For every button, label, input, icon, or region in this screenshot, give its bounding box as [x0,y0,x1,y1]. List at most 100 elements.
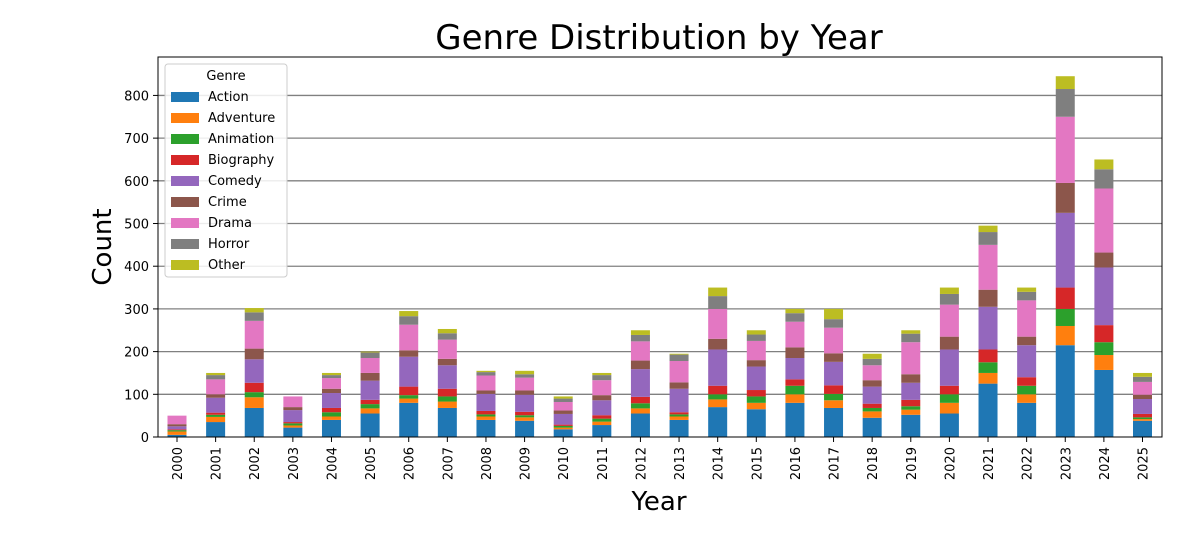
legend-label-adventure: Adventure [208,111,275,126]
bar-segment-animation-2007 [437,396,457,402]
bar-segment-horror-2002 [244,312,264,321]
bar-segment-comedy-2005 [360,380,380,400]
bar-segment-biography-2025 [1133,413,1152,418]
y-tick-label: 800 [124,89,149,104]
bar-segment-comedy-2020 [939,349,959,386]
x-axis-label: Year [630,487,686,517]
bar-segment-other-2015 [746,330,766,335]
bar-segment-action-2023 [1055,345,1075,437]
bar-segment-other-2004 [321,372,341,376]
legend-swatch-other [171,260,199,270]
bar-segment-adventure-2024 [1094,355,1114,370]
bar-segment-biography-2017 [824,385,844,394]
bar-segment-adventure-2016 [785,394,805,403]
bar-segment-animation-2024 [1094,342,1114,356]
bar-segment-biography-2008 [476,410,496,415]
bar-segment-comedy-2004 [321,393,341,408]
x-tick-label: 2011 [596,447,611,480]
x-tick-label: 2003 [287,447,302,480]
bar-segment-other-2012 [630,330,650,335]
bar-segment-drama-2025 [1133,381,1152,395]
x-tick-label: 2001 [210,447,225,480]
bar-segment-animation-2011 [592,418,612,422]
bar-segment-horror-2018 [862,358,882,366]
bar-segment-adventure-2014 [708,399,728,408]
bar-segment-adventure-2006 [399,398,419,403]
x-tick-label: 2002 [248,447,263,480]
legend-label-other: Other [208,258,246,273]
bar-segment-biography-2016 [785,379,805,386]
bar-segment-adventure-2015 [746,402,766,410]
x-tick-label: 2014 [712,447,727,480]
bar-segment-comedy-2000 [167,426,187,430]
bar-segment-action-2024 [1094,369,1114,437]
bar-segment-animation-2014 [708,394,728,400]
x-tick-label: 2007 [441,447,456,480]
y-tick-label: 600 [124,175,149,190]
bar-segment-other-2005 [360,351,380,353]
bar-segment-other-2025 [1133,372,1152,377]
bars [167,76,1152,437]
bar-segment-biography-2001 [206,412,226,415]
bar-segment-biography-2010 [553,424,573,426]
legend-swatch-crime [171,197,199,207]
bar-segment-adventure-2018 [862,411,882,418]
bar-segment-comedy-2018 [862,386,882,404]
bar-segment-adventure-2010 [553,427,573,430]
bar-segment-crime-2019 [901,374,921,383]
bar-segment-crime-2005 [360,372,380,381]
x-tick-label: 2013 [673,447,688,480]
bar-segment-horror-2024 [1094,169,1114,189]
legend-label-crime: Crime [208,195,247,210]
bar-segment-drama-2005 [360,358,380,373]
x-tick-label: 2022 [1021,447,1036,480]
bar-segment-adventure-2012 [630,408,650,414]
bar-segment-adventure-2023 [1055,325,1075,346]
x-tick-label: 2000 [171,447,186,480]
legend-label-animation: Animation [208,132,274,147]
bar-segment-other-2006 [399,311,419,317]
bar-segment-action-2002 [244,407,264,437]
bar-segment-crime-2012 [630,360,650,370]
bar-segment-comedy-2025 [1133,399,1152,414]
bar-segment-action-2016 [785,402,805,437]
bar-segment-comedy-2003 [283,410,303,423]
bar-segment-biography-2004 [321,407,341,413]
bar-segment-adventure-2004 [321,416,341,420]
chart-title: Genre Distribution by Year [435,18,882,58]
bar-segment-adventure-2003 [283,425,303,428]
bar-segment-horror-2015 [746,334,766,341]
bar-segment-biography-2020 [939,385,959,395]
bar-segment-animation-2003 [283,423,303,426]
bar-segment-action-2001 [206,422,226,437]
legend-swatch-horror [171,239,199,249]
x-tick-label: 2004 [325,447,340,480]
bar-segment-animation-2023 [1055,308,1075,326]
bar-segment-biography-2014 [708,385,728,395]
bar-segment-action-2025 [1133,420,1152,437]
bar-segment-drama-2024 [1094,188,1114,253]
legend-swatch-drama [171,218,199,228]
bar-segment-adventure-2022 [1017,394,1037,403]
bar-segment-comedy-2015 [746,366,766,391]
bar-segment-biography-2012 [630,396,650,404]
bar-segment-comedy-2019 [901,382,921,400]
x-tick-label: 2020 [943,447,958,480]
bar-segment-other-2011 [592,372,612,376]
bar-segment-crime-2018 [862,380,882,387]
bar-segment-other-2010 [553,396,573,399]
bar-segment-comedy-2013 [669,388,689,413]
bar-segment-adventure-2009 [515,417,535,421]
bar-segment-crime-2004 [321,388,341,394]
y-tick-label: 400 [124,260,149,275]
bar-segment-other-2021 [978,225,998,233]
bar-segment-adventure-2011 [592,421,612,426]
bar-segment-horror-2025 [1133,376,1152,382]
bar-segment-adventure-2013 [669,416,689,420]
bar-segment-crime-2009 [515,390,535,395]
bar-segment-other-2001 [206,372,226,376]
bar-segment-crime-2007 [437,358,457,366]
legend-label-drama: Drama [208,216,252,231]
bar-segment-crime-2016 [785,347,805,359]
bar-segment-action-2015 [746,409,766,437]
